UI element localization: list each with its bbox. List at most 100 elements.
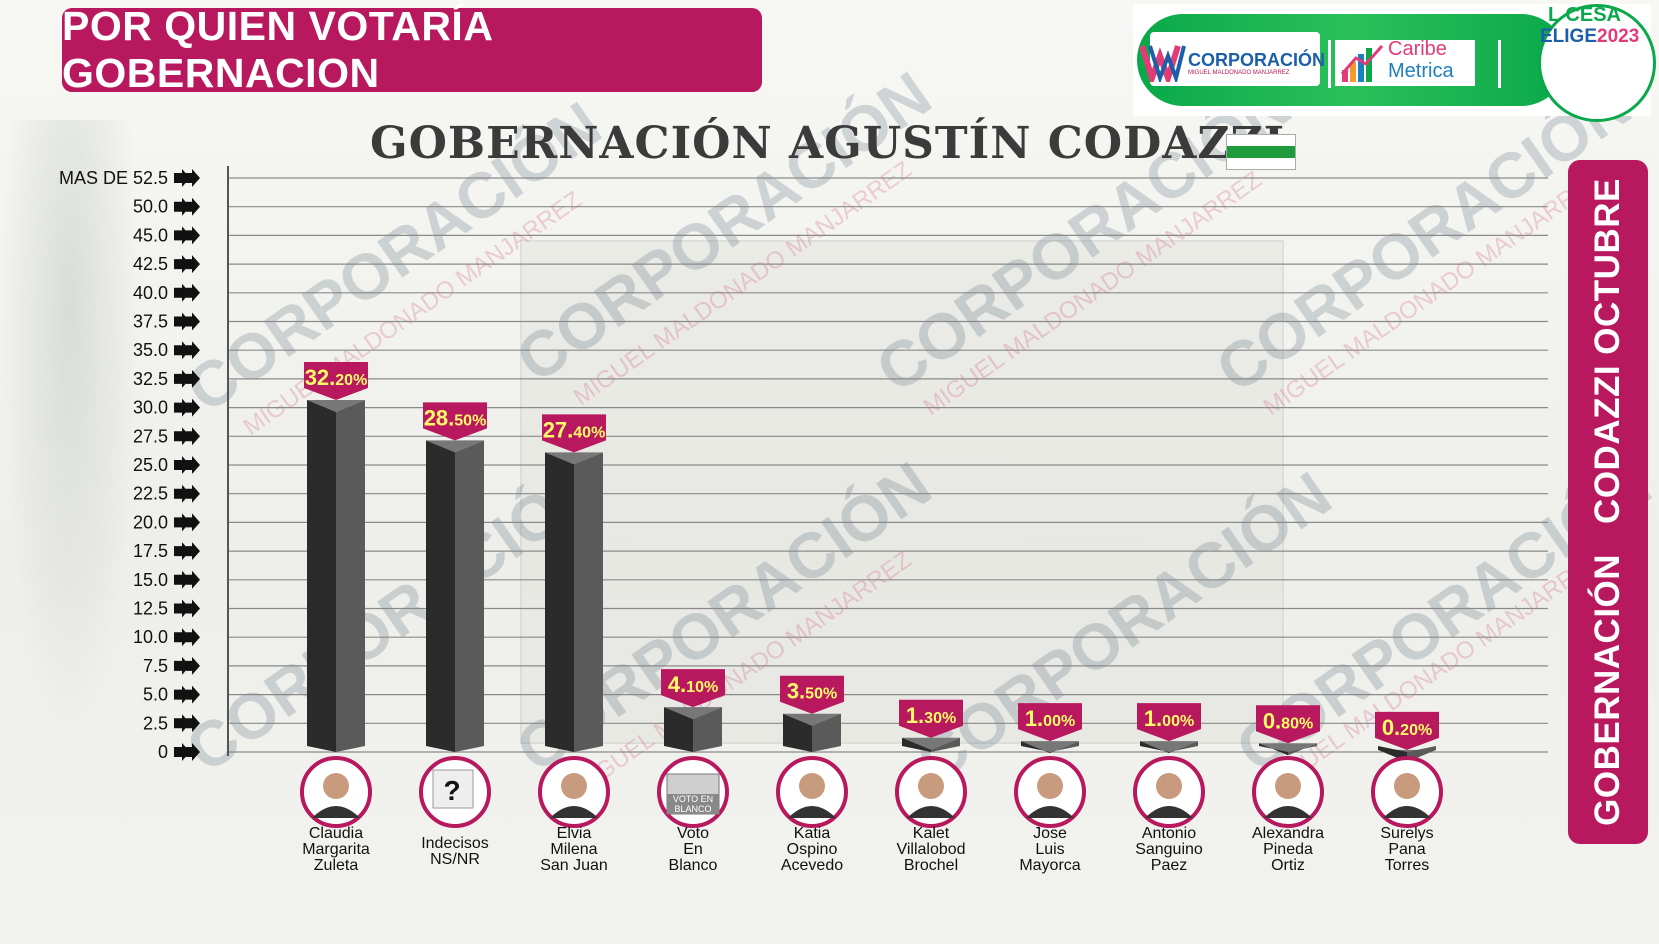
candidate-name: Katia xyxy=(794,825,831,842)
header-banner: POR QUIEN VOTARÍA GOBERNACION xyxy=(62,3,762,96)
bar-group: 1.00% xyxy=(1018,703,1082,754)
value-label-decimal: 50% xyxy=(805,686,837,703)
person-head xyxy=(323,773,349,799)
side-label-gobernacion: GOBERNACIÓN xyxy=(1588,553,1627,826)
value-label-badge xyxy=(304,361,368,400)
candidate-name: Paez xyxy=(1151,857,1187,874)
candidate-avatar xyxy=(1252,756,1324,828)
cesar-logo-text: L CESA xyxy=(1548,4,1621,26)
candidate-name: San Juan xyxy=(540,857,608,874)
ballot-box-front xyxy=(667,794,719,814)
bar-group: 1.00% xyxy=(1137,703,1201,754)
flag-icon xyxy=(1226,134,1296,170)
candidate-name: Blanco xyxy=(669,857,718,874)
y-tick-label: 0 xyxy=(158,742,168,762)
value-label-text: 4.10% xyxy=(668,672,718,697)
elige-word: ELIGE xyxy=(1540,26,1598,47)
value-label-text: 32.20% xyxy=(305,365,368,390)
value-label-integer: 1. xyxy=(906,703,924,728)
bar xyxy=(1259,743,1288,756)
elige-year: 2023 xyxy=(1597,26,1640,47)
bar xyxy=(545,452,574,752)
y-tick-label: 7.5 xyxy=(143,656,168,676)
candidate-avatar xyxy=(1133,756,1205,828)
candidate-name: Ospino xyxy=(787,841,838,858)
y-tick-label: 32.5 xyxy=(133,369,168,389)
value-label-badge xyxy=(899,699,963,738)
double-arrow-icon xyxy=(174,226,200,245)
double-arrow-icon xyxy=(174,599,200,618)
double-arrow-icon xyxy=(174,456,200,474)
bar-group: 32.20% xyxy=(304,361,368,752)
value-label: 0.80% xyxy=(1256,705,1320,744)
double-arrow-icon xyxy=(174,427,200,446)
double-arrow-icon xyxy=(174,255,200,274)
y-tick-label: 5.0 xyxy=(143,685,168,705)
person-head xyxy=(1275,773,1301,799)
y-tick-label: 15.0 xyxy=(133,570,168,590)
arrow-shape xyxy=(186,484,200,503)
person-body xyxy=(1145,806,1193,818)
person-body xyxy=(1264,806,1312,818)
bar-top xyxy=(307,399,365,412)
y-tick-label: 12.5 xyxy=(133,599,168,619)
value-label-decimal: 20% xyxy=(1400,722,1432,739)
value-label-integer: 1. xyxy=(1025,706,1043,731)
candidate-name: Mayorca xyxy=(1019,857,1080,874)
value-label-badge xyxy=(542,414,606,453)
arrow-shape xyxy=(186,255,200,274)
value-label: 32.20% xyxy=(304,361,368,400)
value-label-badge xyxy=(1018,703,1082,742)
value-label-badge xyxy=(423,402,487,441)
double-arrow-icon xyxy=(174,685,200,704)
value-label-text: 0.20% xyxy=(1382,715,1432,740)
value-label-decimal: 00% xyxy=(1043,713,1075,730)
candidate-name: Alexandra xyxy=(1252,825,1324,842)
y-tick-label: 45.0 xyxy=(133,225,168,245)
bar-top xyxy=(664,707,722,720)
bar xyxy=(902,737,931,752)
question-mark: ? xyxy=(443,775,460,806)
candidate-name: Pineda xyxy=(1263,841,1313,858)
bar-group: 0.20% xyxy=(1375,711,1439,762)
bar-group: 0.80% xyxy=(1256,705,1320,756)
candidate-name: En xyxy=(683,841,703,858)
value-label-integer: 0. xyxy=(1263,708,1281,733)
arrow-shape xyxy=(186,570,200,589)
candidate-name: Jose xyxy=(1033,825,1067,842)
bar xyxy=(783,713,812,752)
value-label-badge xyxy=(661,669,725,708)
background-palm xyxy=(0,120,140,740)
bar-side xyxy=(1050,741,1079,754)
value-label: 3.50% xyxy=(780,675,844,714)
value-label-decimal: 10% xyxy=(686,679,718,696)
candidate-name: Kalet xyxy=(913,825,950,842)
y-tick-label: 42.5 xyxy=(133,254,168,274)
arrow-shape xyxy=(186,456,200,474)
candidate-name: Zuleta xyxy=(314,857,359,874)
bar-top xyxy=(783,713,841,726)
arrow-shape xyxy=(186,542,200,561)
bar-side xyxy=(574,452,603,752)
arrow-shape xyxy=(186,312,200,331)
bar-side xyxy=(455,440,484,752)
y-tick-label: 2.5 xyxy=(143,713,168,733)
question-ballot-icon xyxy=(432,769,474,809)
arrow-shape xyxy=(186,169,200,187)
y-tick-label: 35.0 xyxy=(133,340,168,360)
double-arrow-icon xyxy=(174,169,200,187)
value-label-badge xyxy=(1256,705,1320,744)
value-label-decimal: 00% xyxy=(1162,713,1194,730)
value-label-text: 27.40% xyxy=(543,417,606,442)
blank-vote-text: VOTO EN xyxy=(673,794,713,804)
person-body xyxy=(550,806,598,818)
bar-side xyxy=(693,707,722,752)
page-title: POR QUIEN VOTARÍA GOBERNACION xyxy=(62,3,492,96)
double-arrow-icon xyxy=(174,513,200,532)
value-label-integer: 27. xyxy=(543,417,574,442)
candidate-avatar xyxy=(776,756,848,828)
side-banner xyxy=(1568,160,1648,844)
candidate-name: Villalobod xyxy=(896,841,965,858)
bar-side xyxy=(931,737,960,752)
